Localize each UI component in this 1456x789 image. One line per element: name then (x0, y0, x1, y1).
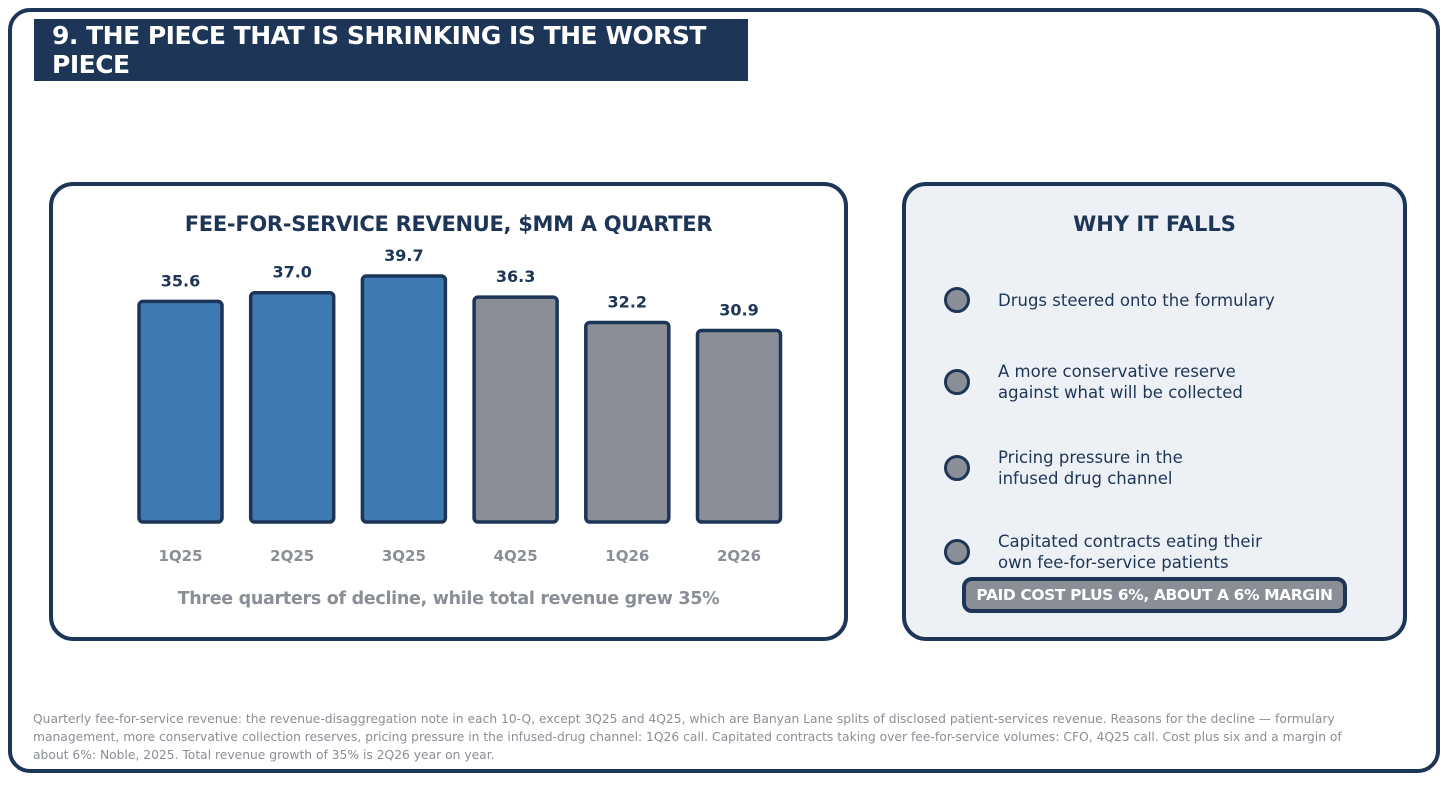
why-panel (902, 182, 1407, 641)
reason-item: Pricing pressure in the infused drug cha… (944, 447, 1384, 489)
x-tick-label: 2Q26 (717, 547, 761, 565)
why-title: WHY IT FALLS (1073, 212, 1236, 236)
bar-3Q25 (360, 274, 448, 524)
bullet-dot-icon (944, 455, 970, 481)
bullet-dot-icon (944, 287, 970, 313)
margin-badge: PAID COST PLUS 6%, ABOUT A 6% MARGIN (962, 577, 1347, 613)
reason-text: Capitated contracts eating their own fee… (998, 532, 1262, 572)
bar-1Q25 (137, 299, 224, 524)
chart-caption: Three quarters of decline, while total r… (177, 589, 720, 609)
data-label: 39.7 (384, 246, 423, 265)
x-tick-label: 1Q26 (605, 547, 649, 565)
x-tick-label: 4Q25 (494, 547, 538, 565)
reason-text: Drugs steered onto the formulary (998, 290, 1275, 310)
bar-1Q26 (584, 320, 671, 524)
bar-2Q26 (695, 328, 783, 524)
reason-text: A more conservative reserve against what… (998, 362, 1243, 402)
bullet-dot-icon (944, 539, 970, 565)
reason-item: Drugs steered onto the formulary (944, 287, 1384, 313)
data-label: 30.9 (719, 301, 758, 320)
reason-item: Capitated contracts eating their own fee… (944, 531, 1384, 573)
x-tick-label: 2Q25 (270, 547, 314, 565)
data-label: 35.6 (161, 271, 200, 290)
bar-4Q25 (472, 295, 559, 524)
bullet-dot-icon (944, 369, 970, 395)
x-tick-label: 3Q25 (382, 547, 426, 565)
chart-title: FEE-FOR-SERVICE REVENUE, $MM A QUARTER (184, 212, 713, 236)
x-tick-label: 1Q25 (158, 547, 202, 565)
reason-item: A more conservative reserve against what… (944, 361, 1384, 403)
data-label: 36.3 (496, 267, 535, 286)
source-footnote: Quarterly fee-for-service revenue: the r… (33, 712, 1342, 762)
slide-title: 9. THE PIECE THAT IS SHRINKING IS THE WO… (34, 19, 748, 81)
reason-text: Pricing pressure in the infused drug cha… (998, 448, 1183, 488)
data-label: 37.0 (272, 263, 311, 282)
bar-2Q25 (248, 290, 336, 524)
data-label: 32.2 (608, 292, 647, 311)
